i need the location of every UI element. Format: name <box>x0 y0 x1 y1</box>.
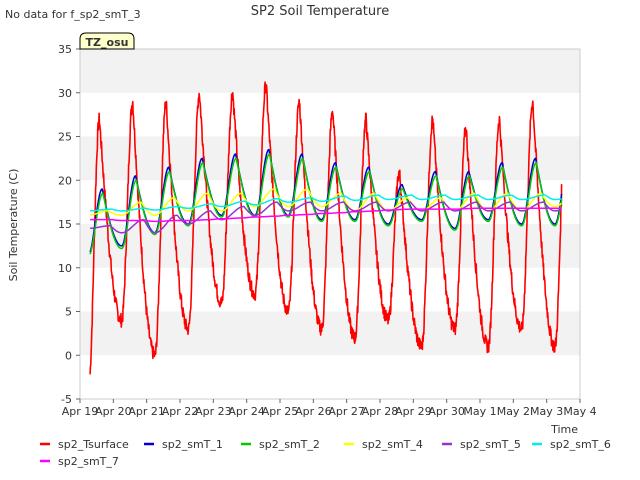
site-badge-label: TZ_osu <box>86 36 129 49</box>
y-tick-label: 20 <box>58 174 72 187</box>
series-line-sp2_smT_7 <box>89 207 563 223</box>
x-tick-label: Apr 23 <box>195 405 232 418</box>
y-tick-label: -5 <box>61 393 72 406</box>
legend-label-sp2_smT_2: sp2_smT_2 <box>259 438 320 451</box>
y-tick-label: 10 <box>58 262 72 275</box>
plot-band <box>80 311 580 356</box>
x-tick-label: May 4 <box>563 405 596 418</box>
series-line-sp2_Tsurface <box>89 81 563 375</box>
x-tick-label: Apr 29 <box>395 405 432 418</box>
plot-band <box>80 267 580 312</box>
y-axis-label: Soil Temperature (C) <box>7 169 20 282</box>
y-axis-ticks: -5 0 5 10 15 20 25 30 35 <box>58 43 80 406</box>
legend-label-sp2_smT_6: sp2_smT_6 <box>550 438 611 451</box>
x-tick-label: May 3 <box>530 405 563 418</box>
x-tick-label: Apr 30 <box>428 405 465 418</box>
x-tick-label: Apr 25 <box>262 405 299 418</box>
legend-label-sp2_smT_4: sp2_smT_4 <box>362 438 423 451</box>
x-tick-label: May 2 <box>497 405 530 418</box>
x-tick-label: Apr 28 <box>362 405 399 418</box>
y-tick-label: 25 <box>58 131 72 144</box>
legend-label-sp2_smT_7: sp2_smT_7 <box>58 455 119 468</box>
legend-label-sp2_smT_5: sp2_smT_5 <box>460 438 521 451</box>
y-tick-label: 15 <box>58 218 72 231</box>
plot-background-bands <box>80 49 580 399</box>
x-tick-label: Apr 19 <box>62 405 99 418</box>
x-tick-label: Apr 21 <box>128 405 165 418</box>
x-tick-label: Apr 27 <box>328 405 365 418</box>
x-tick-label: Apr 20 <box>95 405 132 418</box>
series-lines <box>89 81 563 375</box>
x-tick-label: Apr 24 <box>228 405 265 418</box>
legend-label-sp2_smT_1: sp2_smT_1 <box>162 438 223 451</box>
series-line-sp2_smT_6 <box>89 194 563 212</box>
x-axis-label: Time <box>550 423 578 436</box>
site-badge: TZ_osu <box>79 32 135 50</box>
x-tick-label: Apr 22 <box>162 405 199 418</box>
legend: sp2_Tsurface sp2_smT_1 sp2_smT_2 sp2_smT_4 s… <box>40 438 611 468</box>
plot-band <box>80 355 580 399</box>
x-tick-label: Apr 26 <box>295 405 332 418</box>
y-tick-label: 5 <box>65 306 72 319</box>
chart-title: SP2 Soil Temperature <box>251 4 389 19</box>
plot-band <box>80 224 580 268</box>
y-tick-label: 0 <box>65 349 72 362</box>
y-tick-label: 30 <box>58 87 72 100</box>
legend-label-sp2_Tsurface: sp2_Tsurface <box>58 438 129 451</box>
y-tick-label: 35 <box>58 43 72 56</box>
no-data-notice: No data for f_sp2_smT_3 <box>5 8 141 21</box>
series-line-sp2_smT_2 <box>89 153 563 255</box>
x-tick-label: May 1 <box>463 405 496 418</box>
plot-band <box>80 49 580 93</box>
